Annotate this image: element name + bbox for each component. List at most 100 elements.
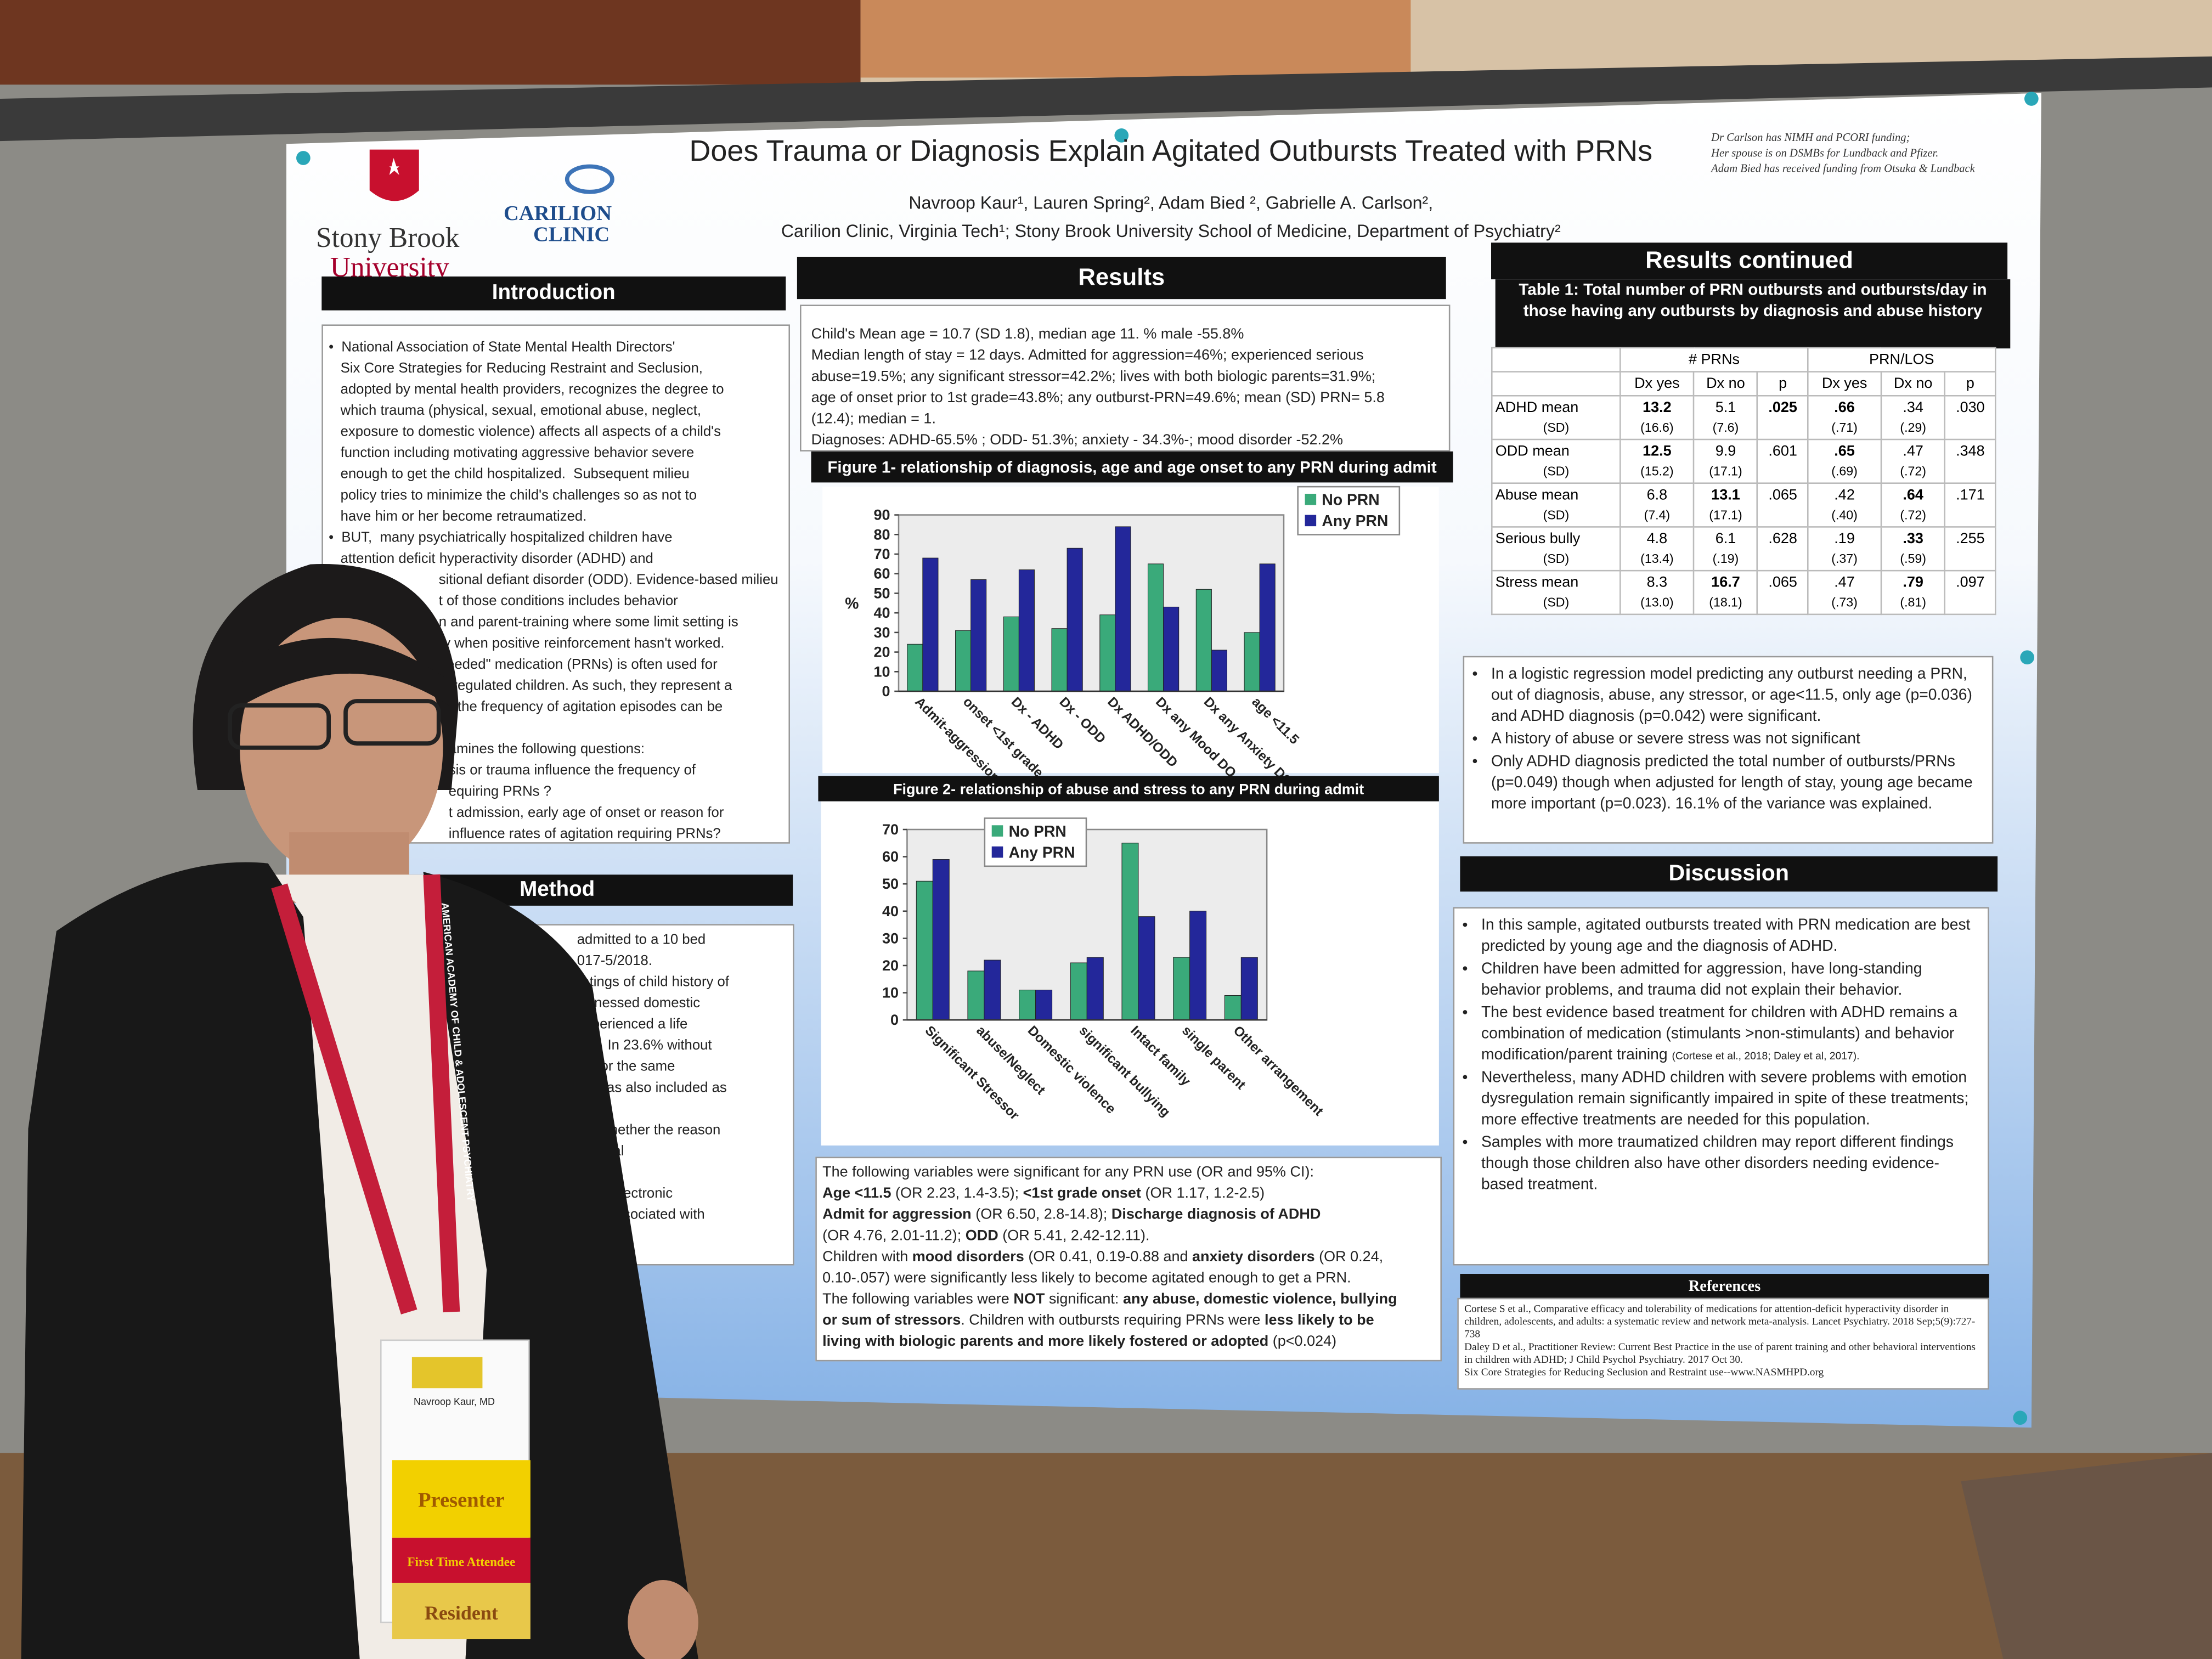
text: The following variables were [822,1290,1014,1308]
text: influence rates of agitation requiring P… [448,826,721,843]
text-line: Daley D et al., Practitioner Review: Cur… [1464,1340,1982,1365]
text: .65 [1834,443,1855,460]
text: (SD) [1543,464,1570,478]
y-tick-label: 80 [874,526,890,543]
ribbon-text: First Time Attendee [407,1555,515,1569]
significance: The following variables were significant… [815,1156,1442,1362]
text: (.71) [1831,420,1858,435]
text: (7.4) [1644,507,1671,522]
text: Samples with more traumatized children m… [1481,1134,1954,1194]
references: Cortese S et al., Comparative efficacy a… [1457,1297,1989,1390]
table-cell: 13.1 (17.1) [1692,482,1759,528]
table-header: Dx yes [1807,371,1882,397]
table-cell: .065 [1757,482,1809,528]
table-cell: .64 (.72) [1880,482,1946,528]
bar [1138,916,1155,1020]
y-tick-label: 40 [882,903,899,919]
text: (SD) [1543,551,1570,566]
badge-logo [411,1357,483,1389]
bar [1259,563,1276,692]
bar [1244,632,1260,692]
table-cell: 9.9 (17.1) [1692,438,1759,484]
text: sis or trauma influence the frequency of [448,763,696,779]
bar [1195,589,1212,692]
logo-text: Stony Brook [316,222,460,253]
text-line: Diagnoses: ADHD-65.5% ; ODD- 51.3%; anxi… [811,430,1439,452]
table-cell: .025 [1757,394,1809,441]
text: adopted by mental health providers, reco… [329,382,724,398]
ribbon [392,1537,531,1583]
text-line: ysregulated children. As such, they repr… [329,676,783,697]
text: Only ADHD diagnosis predicted the total … [1491,753,1973,813]
table-cell [1491,371,1621,397]
row-label: Serious bully (SD) [1491,526,1621,572]
text: .33 [1903,530,1923,548]
text-line: Her spouse is on DSMBs for Lundback and … [1711,145,2035,161]
text: exposure to domestic violence) affects a… [329,425,721,441]
text: (p<0.024) [1268,1333,1337,1350]
table-cell: .348 [1944,438,1996,484]
table-header: Dx no [1692,371,1759,397]
text: 12.5 [1643,443,1672,460]
text: (.81) [1900,595,1927,610]
bar [1163,606,1180,692]
y-tick-label: 30 [874,624,890,641]
logistic: In a logistic regression model predictin… [1463,656,1994,844]
text: Admit for aggression [822,1206,972,1223]
text: NOT [1013,1290,1045,1308]
text-line: Age <11.5 (OR 2.23, 1.4-3.5); <1st grade… [822,1183,1435,1205]
chair [1961,1453,2212,1659]
text: 4.8 [1646,530,1668,548]
text-line: • National Association of State Mental H… [329,337,783,359]
table-cell: .47 (.73) [1807,569,1882,616]
text: .025 [1768,399,1797,416]
text-line: amines the following questions: [329,739,783,760]
table-cell: .65 (.69) [1807,438,1882,484]
list-item: Children have been admitted for aggressi… [1481,960,1980,1002]
text: sitional defiant disorder (ODD). Evidenc… [438,573,778,589]
table-cell: 5.1 (7.6) [1692,394,1759,441]
text: admitted to a 10 bed [577,932,706,948]
text: (17.1) [1709,507,1742,522]
bar [1070,962,1087,1020]
caption-bar [811,451,1453,483]
text: (.29) [1900,420,1927,435]
logo-star [389,158,399,175]
text-line: Adam Bied has received funding from Otsu… [1711,161,2035,176]
text: In this sample, agitated outbursts treat… [1481,917,1971,955]
text: Her spouse is on DSMBs for Lundback and … [1711,146,1939,160]
authors: Navroop Kaur¹, Lauren Spring², Adam Bied… [909,193,1434,213]
text-line: or sum of stressors. Children with outbu… [822,1311,1435,1332]
legend-label: Any PRN [1009,843,1075,861]
list: In a logistic regression model predictin… [1471,664,1985,815]
text: (.69) [1831,464,1858,478]
y-tick-label: 40 [874,605,890,621]
text: Stress mean [1495,574,1579,591]
text: living with biologic parents and more li… [822,1333,1269,1350]
hair [240,637,449,706]
y-tick-label: 0 [890,1012,899,1028]
text: .64 [1903,487,1923,504]
text-line: (OR 4.76, 2.01-11.2); ODD (OR 5.41, 2.42… [822,1226,1435,1248]
text: .171 [1956,487,1985,504]
text: (.72) [1900,464,1927,478]
table-cell: .42 (.40) [1807,482,1882,528]
text: (.73) [1831,595,1858,610]
table-cell: 4.8 (13.4) [1620,526,1695,572]
table-cell: .628 [1757,526,1809,572]
list-item: The best evidence based treatment for ch… [1481,1003,1980,1066]
bar [1086,957,1104,1020]
text: In a logistic regression model predictin… [1491,665,1972,725]
text-line: adopted by mental health providers, reco… [329,380,783,401]
table-group-header: PRN/LOS [1807,347,1996,373]
chart-title: Figure 2- relationship of abuse and stre… [893,781,1364,798]
text: (16.6) [1640,420,1674,435]
lanyard [271,874,460,1314]
text: .065 [1768,574,1797,591]
text-line: enough to get the child hospitalized. Su… [329,464,783,486]
text: .47 [1903,443,1923,460]
text: (.59) [1900,551,1927,566]
text: (SD) [1543,507,1570,522]
